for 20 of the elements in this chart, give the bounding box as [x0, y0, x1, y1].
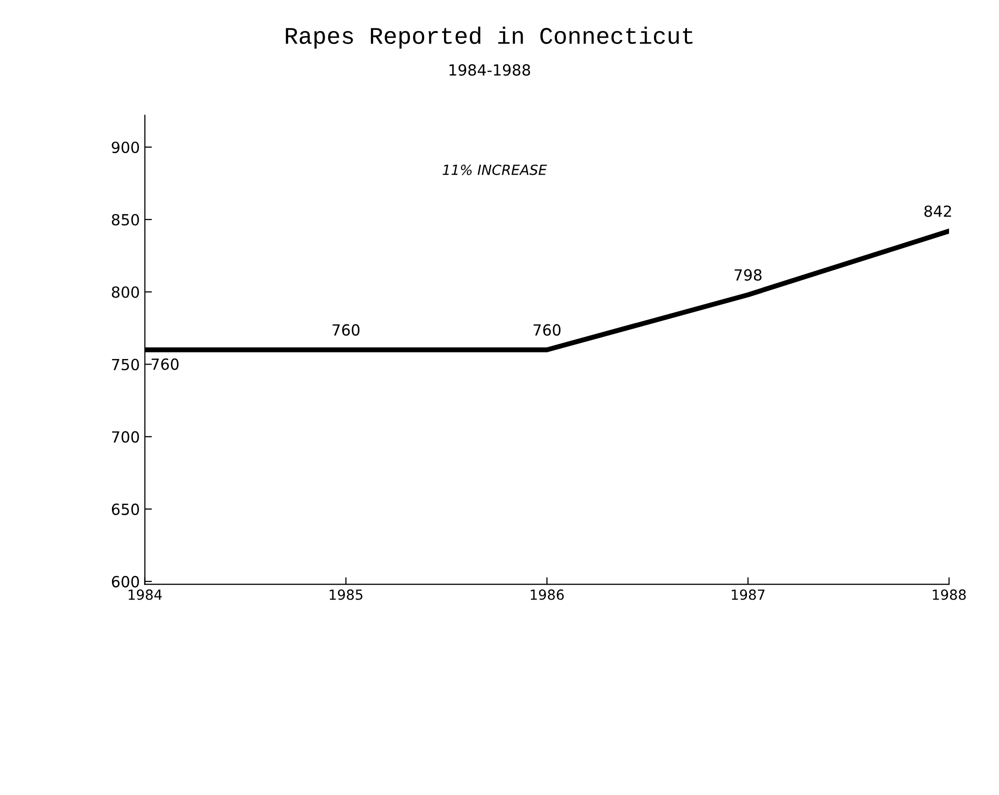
data-label: 760 — [152, 358, 179, 370]
y-tick-label: 800 — [112, 286, 139, 298]
data-label: 760 — [534, 324, 561, 336]
data-label: 760 — [332, 324, 360, 336]
y-tick-label: 650 — [112, 504, 139, 516]
x-tick-label: 1985 — [330, 589, 362, 600]
x-tick-label: 1987 — [732, 589, 764, 600]
x-tick-label: 1988 — [932, 589, 966, 600]
y-tick-label: 700 — [112, 431, 139, 443]
chart-title: Rapes Reported in Connecticut — [286, 26, 692, 49]
data-label: 798 — [734, 269, 762, 281]
y-tick-label: 850 — [112, 214, 139, 226]
y-tick-label: 750 — [112, 358, 139, 370]
annotation: 11% INCREASE — [442, 164, 547, 176]
y-tick-label: 600 — [112, 576, 139, 588]
x-tick-label: 1986 — [530, 589, 564, 600]
x-tick-label: 1984 — [128, 589, 162, 600]
chart-subtitle: 1984-1988 — [450, 64, 530, 76]
data-label: 842 — [924, 205, 951, 218]
y-tick-label: 900 — [112, 142, 139, 154]
